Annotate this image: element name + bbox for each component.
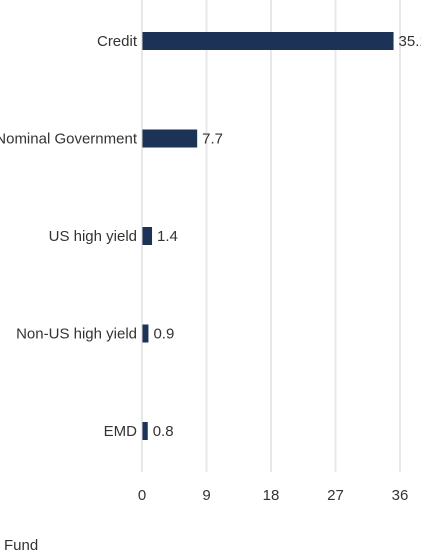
value-label-nominal-government: 7.7 (202, 131, 223, 148)
bars (142, 32, 394, 440)
category-label-us-high-yield: US high yield (49, 228, 137, 245)
bar-non-us-high-yield (142, 324, 149, 343)
value-label-non-us-high-yield: 0.9 (153, 326, 174, 343)
value-label-credit: 35.1 (399, 33, 421, 50)
bar-nominal-government (142, 129, 198, 148)
value-label-us-high-yield: 1.4 (157, 228, 178, 245)
bar-us-high-yield (142, 227, 153, 245)
bar-credit (142, 32, 394, 50)
x-axis-tick-labels: 0 9 18 27 36 (138, 487, 409, 504)
x-tick-label-18: 18 (263, 487, 280, 504)
category-labels: Credit Nominal Government US high yield Non… (0, 33, 138, 440)
x-tick-label-36: 36 (392, 487, 409, 504)
category-label-emd: EMD (104, 423, 138, 440)
category-label-non-us-high-yield: Non-US high yield (16, 326, 137, 343)
value-label-emd: 0.8 (153, 423, 174, 440)
x-tick-label-9: 9 (202, 487, 210, 504)
x-tick-label-27: 27 (327, 487, 344, 504)
legend-label: Fund (4, 537, 38, 554)
value-labels: 35.1 7.7 1.4 0.9 0.8 (153, 33, 421, 440)
category-label-nominal-government: Nominal Government (0, 131, 138, 148)
grid-lines (205, 0, 401, 472)
x-tick-label-0: 0 (138, 487, 146, 504)
bar-emd (142, 422, 148, 440)
category-label-credit: Credit (97, 33, 138, 50)
